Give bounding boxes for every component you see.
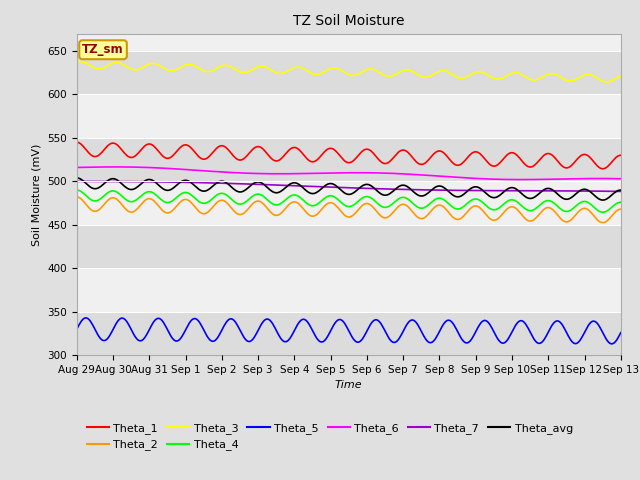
Y-axis label: Soil Moisture (mV): Soil Moisture (mV) xyxy=(32,143,42,246)
Text: TZ_sm: TZ_sm xyxy=(82,43,124,56)
Bar xyxy=(77,268,621,312)
Bar xyxy=(77,225,621,268)
Legend: Theta_1, Theta_2, Theta_3, Theta_4, Theta_5, Theta_6, Theta_7, Theta_avg: Theta_1, Theta_2, Theta_3, Theta_4, Thet… xyxy=(83,419,577,455)
Bar xyxy=(77,51,621,95)
Bar xyxy=(77,95,621,138)
Bar xyxy=(77,312,621,355)
Bar xyxy=(77,138,621,181)
Title: TZ Soil Moisture: TZ Soil Moisture xyxy=(293,14,404,28)
Bar xyxy=(77,181,621,225)
X-axis label: Time: Time xyxy=(335,381,363,390)
Bar xyxy=(77,34,621,51)
